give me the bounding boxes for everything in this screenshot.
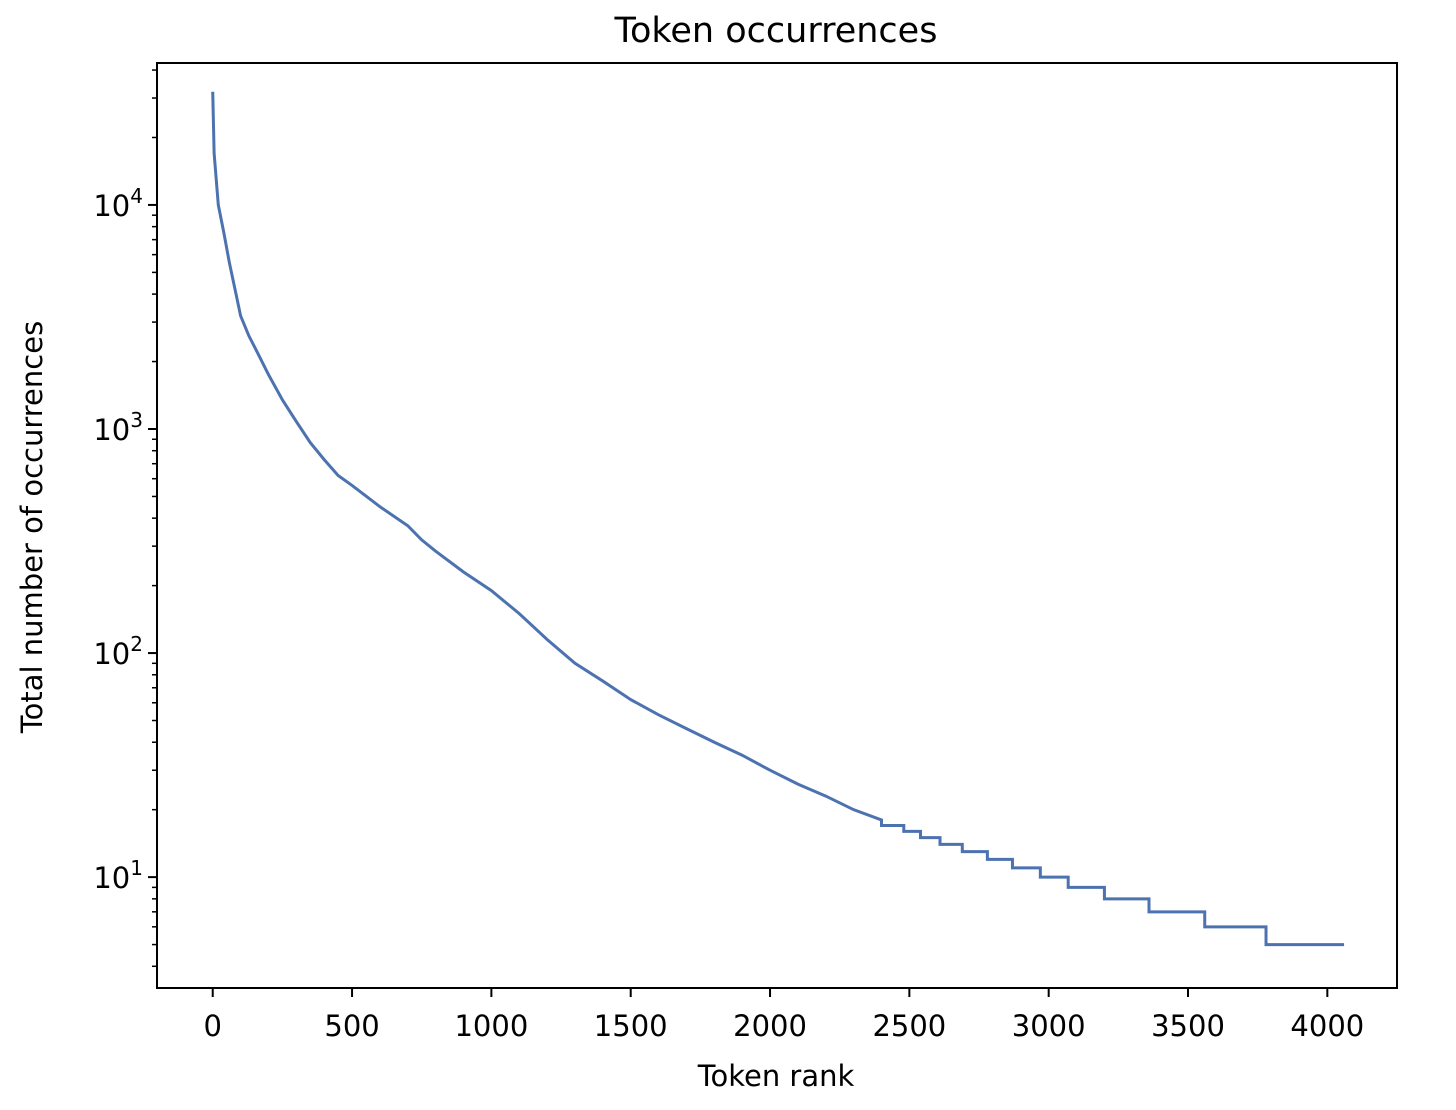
y-tick-label: 102 [93,632,143,671]
y-axis: 101 102 103 104 [93,69,157,968]
plot-frame [156,62,1398,989]
y-tick-label: 104 [93,184,143,223]
x-tick-label: 1000 [454,1009,528,1043]
x-tick-label: 4000 [1290,1009,1364,1043]
chart-title: Token occurrences [614,11,938,51]
x-tick-label: 3500 [1151,1009,1225,1043]
x-tick-label: 2000 [733,1009,807,1043]
y-tick-label: 101 [93,856,143,895]
x-tick-label: 0 [204,1009,222,1043]
x-axis-label: Token rank [697,1059,855,1093]
x-tick-label: 500 [324,1009,379,1043]
x-tick-label: 1500 [594,1009,668,1043]
x-axis: 0 500 1000 1500 2000 2500 3000 3500 4000 [204,988,1364,1043]
y-tick-label: 103 [93,408,143,447]
plot-area [211,91,1345,947]
y-axis-label: Total number of occurrences [15,321,49,734]
x-tick-label: 2500 [872,1009,946,1043]
x-tick-label: 3000 [1012,1009,1086,1043]
occurrences-line [211,91,1345,947]
